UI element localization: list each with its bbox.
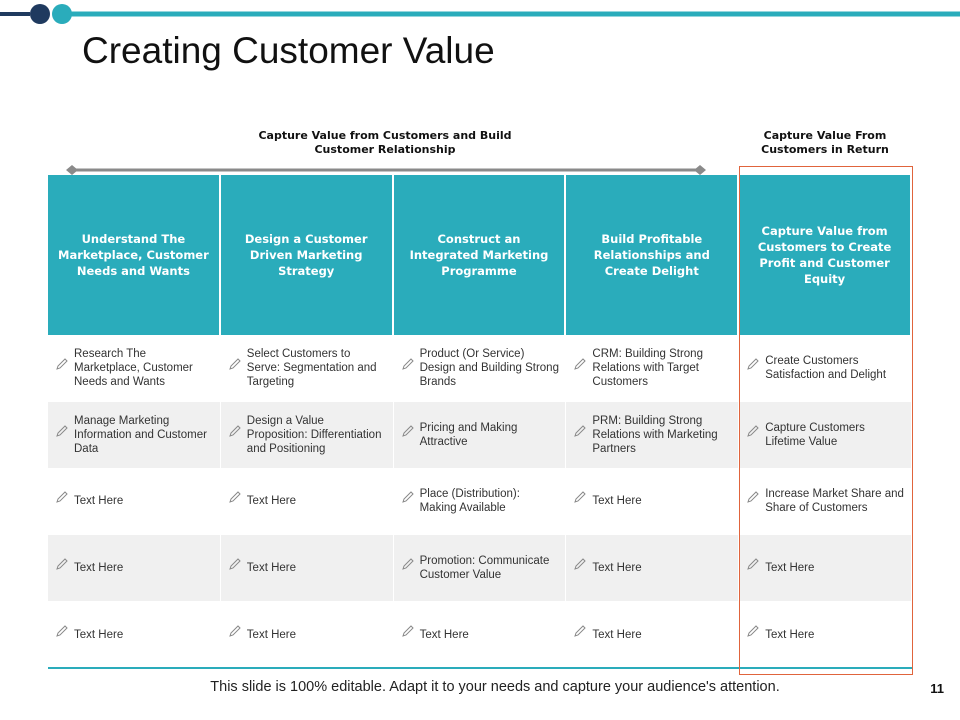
pencil-icon (574, 491, 587, 504)
table-cell: Place (Distribution): Making Available (393, 468, 567, 535)
footer-note: This slide is 100% editable. Adapt it to… (210, 679, 780, 695)
cell-text: Text Here (246, 562, 297, 575)
cell-text: Text Here (419, 628, 469, 641)
pencil-icon (747, 425, 759, 437)
table-cell: Text Here (566, 601, 740, 668)
pencil-icon (747, 491, 759, 504)
table-cell: Design a Value Proposition: Differentiat… (220, 401, 394, 469)
column-header: Design a Customer Driven Marketing Strat… (220, 175, 394, 335)
pencil-icon (229, 425, 241, 437)
cell-text: Text Here (74, 628, 124, 641)
table-cell: Text Here (739, 534, 912, 602)
cell-text: Manage Marketing Information and Custome… (74, 414, 207, 455)
pencil-icon (401, 491, 414, 504)
cell-text: Design a Value Proposition: Differentiat… (246, 414, 382, 455)
pencil-icon (747, 358, 759, 371)
decoration (0, 4, 960, 175)
cell-text: Text Here (74, 495, 124, 508)
column-header: Understand The Marketplace, Customer Nee… (48, 175, 221, 335)
table-cell: Product (Or Service) Design and Building… (393, 335, 567, 402)
table-cell: Text Here (220, 601, 394, 668)
table-cell: Create Customers Satisfaction and Deligh… (739, 335, 912, 402)
cell-text: Select Customers to Serve: Segmentation … (246, 348, 377, 389)
table-cell: CRM: Building Strong Relations with Targ… (566, 335, 740, 402)
column-header: Capture Value from Customers to Create P… (739, 175, 912, 335)
table-cell: Text Here (739, 601, 912, 668)
pencil-icon (401, 358, 414, 371)
cell-text: PRM: Building Strong Relations with Mark… (592, 414, 718, 455)
pencil-icon (56, 425, 68, 437)
cell-text: Text Here (592, 628, 642, 641)
caption: Capture Value from Customers and Build C… (258, 129, 512, 156)
pencil-icon (747, 558, 759, 570)
pencil-icon (401, 558, 414, 570)
column-header: Build Profitable Relationships and Creat… (566, 175, 740, 335)
pencil-icon (229, 558, 241, 570)
cell-text: Text Here (765, 562, 815, 575)
pencil-icon (574, 558, 587, 570)
pencil-icon (229, 358, 241, 371)
table-cell: PRM: Building Strong Relations with Mark… (566, 401, 740, 469)
cell-text: Capture Customers Lifetime Value (765, 421, 865, 448)
pencil-icon (229, 624, 241, 637)
dot-teal (52, 4, 72, 24)
pencil-icon (401, 624, 414, 637)
pencil-icon (574, 358, 587, 371)
cell-text: Text Here (246, 495, 297, 508)
table-bottom-rule (48, 667, 912, 669)
table-cell: Research The Marketplace, Customer Needs… (48, 335, 221, 402)
table-cell: Increase Market Share and Share of Custo… (739, 468, 912, 535)
pencil-icon (229, 491, 241, 504)
pencil-icon (747, 624, 759, 637)
cell-text: Product (Or Service) Design and Building… (419, 348, 559, 389)
cell-text: Text Here (592, 495, 642, 508)
page-number: 11 (930, 681, 944, 696)
cell-text: Text Here (592, 562, 642, 575)
pencil-icon (56, 624, 68, 637)
table-cell: Text Here (220, 534, 394, 602)
table-cell: Text Here (48, 601, 221, 668)
table-cell: Manage Marketing Information and Custome… (48, 401, 221, 469)
cell-text: Place (Distribution): Making Available (419, 488, 520, 515)
cell-text: Pricing and Making Attractive (419, 421, 518, 448)
pencil-icon (56, 558, 68, 570)
cell-text: Research The Marketplace, Customer Needs… (74, 348, 193, 389)
pencil-icon (574, 624, 587, 637)
cell-text: Text Here (765, 628, 815, 641)
table-cell: Text Here (48, 468, 221, 535)
table-cell: Pricing and Making Attractive (393, 401, 567, 469)
table-cell: Text Here (48, 534, 221, 602)
highlight-box (739, 166, 913, 675)
cell-text: Text Here (74, 562, 124, 575)
table-cell: Text Here (220, 468, 394, 535)
cell-text: Promotion: Communicate Customer Value (419, 555, 550, 582)
dot-dark (30, 4, 50, 24)
pencil-icon (401, 425, 414, 437)
table-cell: Text Here (566, 534, 740, 602)
cell-text: Increase Market Share and Share of Custo… (765, 488, 904, 515)
caption: Capture Value From Customers in Return (761, 129, 889, 156)
pencil-icon (56, 491, 68, 504)
table-cell: Capture Customers Lifetime Value (739, 401, 912, 469)
title: Creating Customer Value (82, 30, 495, 71)
table-cell: Select Customers to Serve: Segmentation … (220, 335, 394, 402)
pencil-icon (574, 425, 587, 437)
column-header: Construct an Integrated Marketing Progra… (393, 175, 567, 335)
cell-text: Text Here (246, 628, 297, 641)
table-cell: Promotion: Communicate Customer Value (393, 534, 567, 602)
table-cell: Text Here (393, 601, 567, 668)
cell-text: Create Customers Satisfaction and Deligh… (765, 355, 887, 382)
cell-text: CRM: Building Strong Relations with Targ… (592, 348, 703, 389)
pencil-icon (56, 358, 68, 371)
table-cell: Text Here (566, 468, 740, 535)
